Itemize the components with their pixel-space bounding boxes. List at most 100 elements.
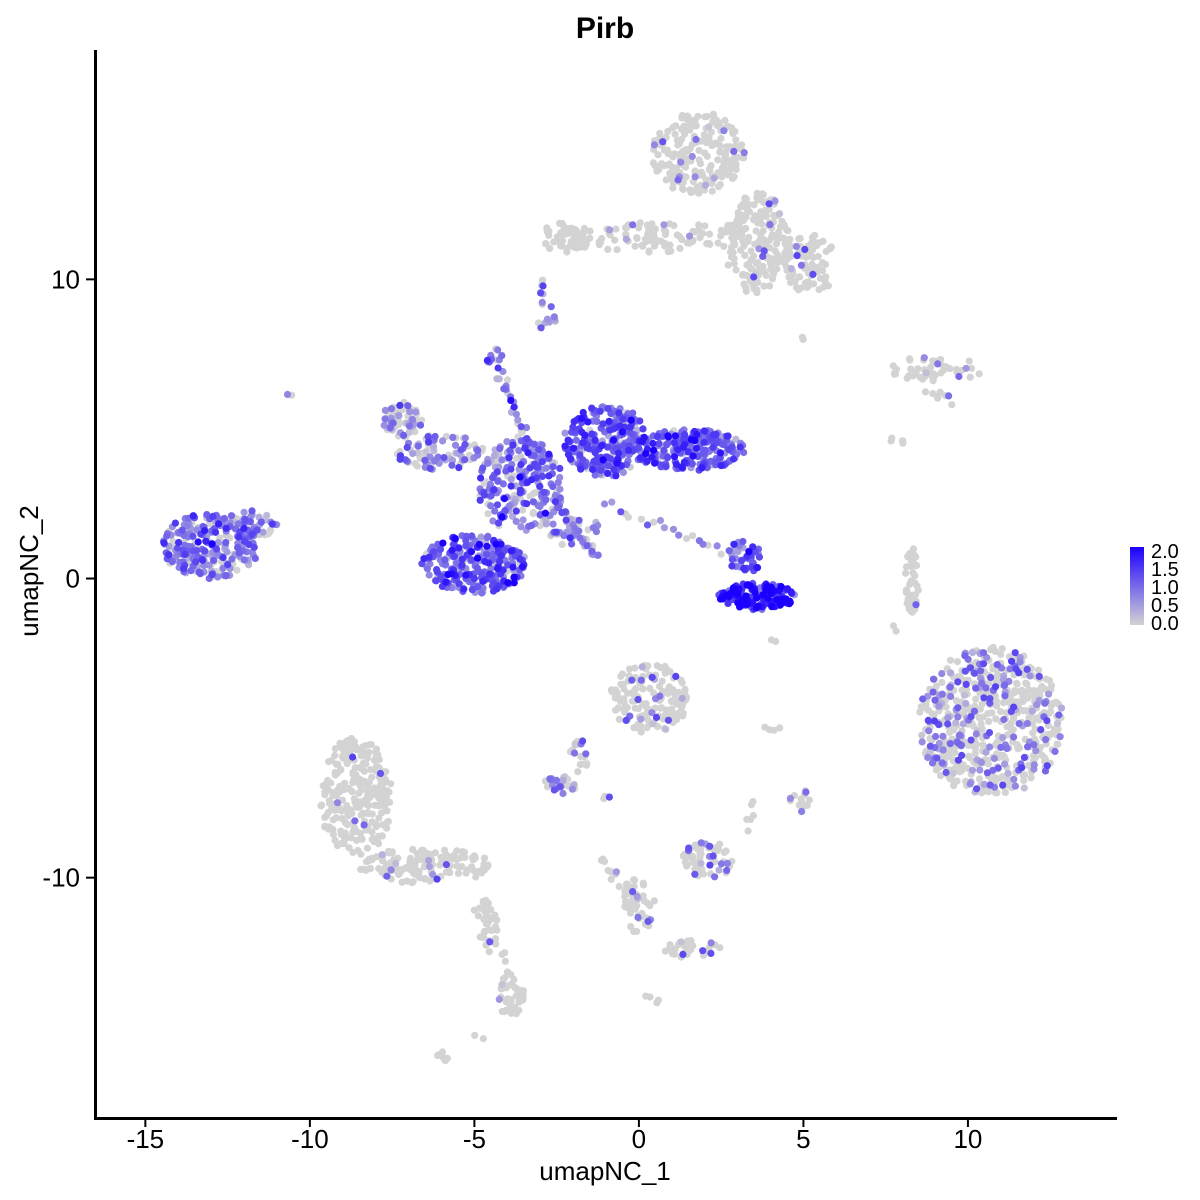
cell-point [776, 724, 784, 732]
cell-point [798, 807, 806, 816]
cell-point [483, 534, 491, 542]
cell-point [474, 912, 482, 920]
cell-point [980, 780, 988, 789]
cell-point [461, 456, 469, 464]
cell-point [259, 528, 267, 536]
cell-point [599, 420, 607, 428]
cell-point [476, 933, 484, 941]
cell-point [948, 401, 956, 409]
cell-point [610, 466, 618, 474]
cell-point [664, 248, 672, 256]
cell-point [420, 555, 428, 563]
cell-point [793, 252, 801, 260]
cell-point [942, 768, 950, 777]
cell-point [546, 244, 554, 252]
cell-point [1001, 692, 1009, 700]
cell-point [1022, 679, 1030, 687]
x-tick-label: 10 [953, 1124, 982, 1154]
cell-point [1015, 669, 1023, 677]
cell-point [224, 561, 232, 569]
cell-point [588, 430, 596, 438]
cell-point [728, 555, 737, 564]
x-tick-label: 5 [796, 1124, 810, 1154]
cell-point [195, 568, 203, 576]
cell-point [453, 847, 461, 855]
cell-point [468, 532, 476, 540]
cell-point [678, 694, 686, 703]
cell-point [787, 242, 795, 250]
cell-point [523, 500, 531, 508]
cell-point [552, 776, 561, 785]
cell-point [561, 442, 569, 450]
cell-point [494, 346, 502, 354]
cell-point [755, 553, 764, 561]
cell-point [954, 739, 962, 747]
cell-point [494, 477, 502, 485]
cell-point [660, 221, 668, 229]
cell-point [579, 408, 587, 417]
cell-point [689, 532, 697, 540]
cell-point [626, 423, 634, 431]
cell-point [989, 766, 997, 774]
cell-point [586, 227, 594, 235]
cell-point [487, 906, 495, 914]
cell-point [811, 231, 819, 239]
cell-point [723, 866, 731, 875]
cell-point [975, 713, 983, 722]
cell-point [1028, 720, 1037, 728]
cell-point [529, 509, 537, 518]
cell-point [819, 283, 828, 291]
cell-point [576, 534, 584, 542]
cell-point [434, 1051, 442, 1059]
cell-point [560, 532, 568, 540]
y-tick-label: 10 [51, 264, 80, 294]
cell-point [387, 780, 395, 788]
cell-point [251, 554, 259, 563]
cell-point [643, 521, 652, 529]
cell-point [715, 119, 723, 127]
cell-point [211, 528, 220, 536]
cell-point [493, 564, 502, 573]
cell-point [550, 313, 558, 321]
cell-point [930, 717, 939, 725]
cell-point [171, 519, 179, 527]
cell-point [431, 849, 439, 857]
cell-point [579, 737, 587, 745]
cell-point [734, 599, 742, 607]
cell-point [1027, 774, 1035, 782]
cell-point [1030, 761, 1038, 769]
cell-point [728, 562, 736, 570]
cell-point [674, 176, 682, 184]
cell-point [656, 692, 664, 700]
x-tick-label: -10 [291, 1124, 329, 1154]
cell-point [512, 517, 520, 526]
cell-point [668, 163, 677, 172]
cell-point [404, 402, 412, 410]
cell-point [455, 544, 463, 552]
cell-point [474, 583, 482, 591]
cell-point [1025, 686, 1033, 694]
cell-point [361, 777, 369, 786]
cell-point [795, 235, 803, 243]
cell-point [354, 775, 362, 783]
cell-point [679, 443, 688, 451]
cell-point [518, 428, 526, 437]
cell-point [747, 247, 755, 255]
cell-point [932, 732, 940, 741]
cell-point [737, 203, 745, 211]
cell-point [743, 261, 751, 269]
cell-point [503, 438, 511, 446]
cell-point [670, 453, 679, 461]
cell-point [762, 212, 770, 220]
cell-point [505, 502, 513, 510]
cell-point [639, 425, 647, 433]
cell-point [1029, 729, 1037, 737]
cell-point [798, 333, 807, 341]
cell-point [201, 547, 209, 555]
cell-point [979, 741, 987, 749]
cell-point [263, 511, 271, 519]
cell-point [1000, 715, 1008, 724]
cell-point [461, 853, 469, 862]
cell-point [669, 184, 677, 192]
cell-point [738, 141, 746, 149]
